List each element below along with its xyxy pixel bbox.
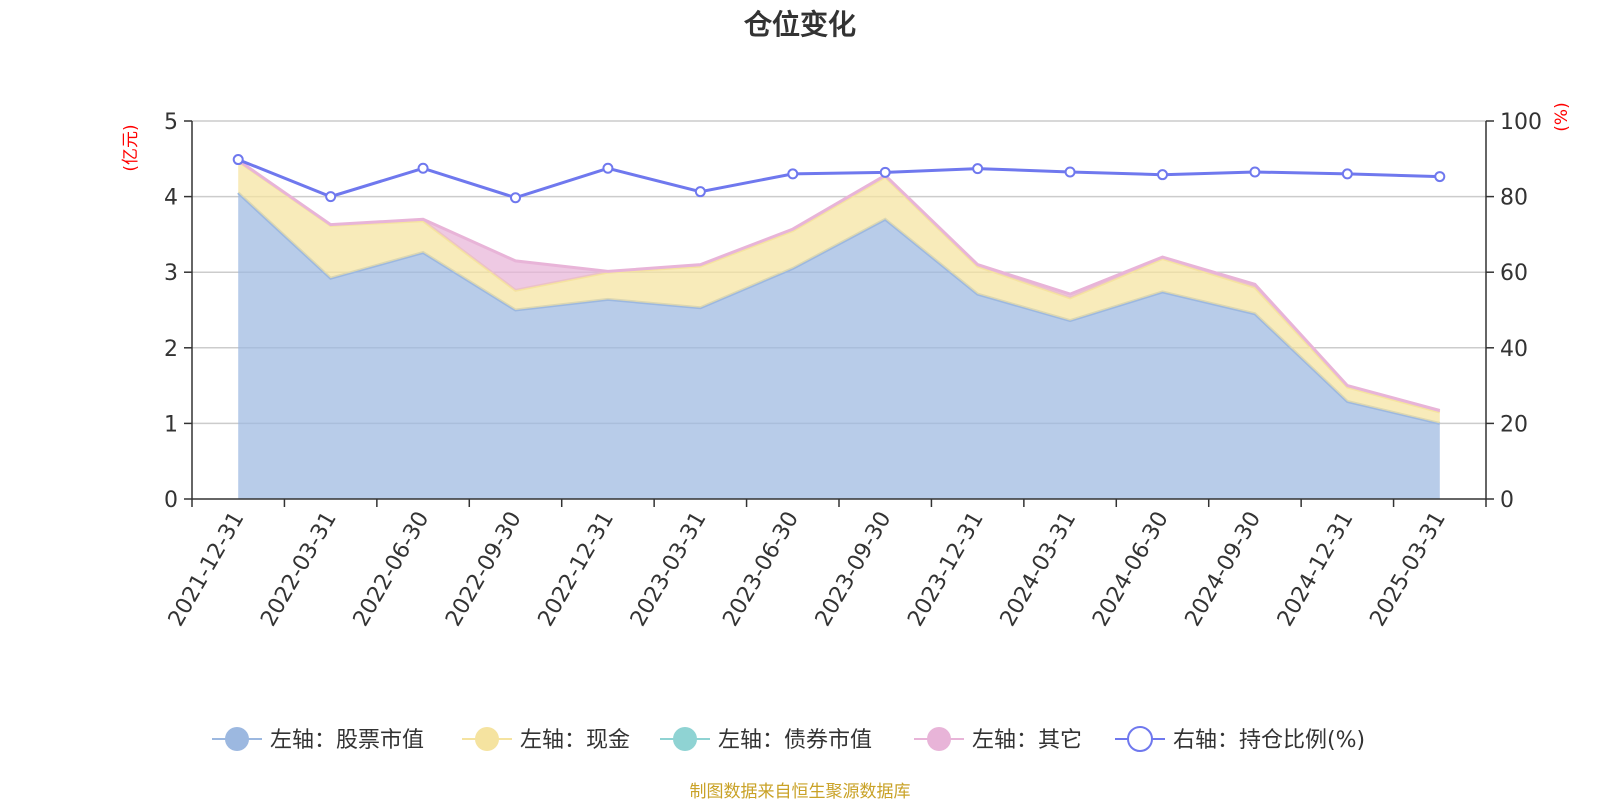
x-axis-tick-label: 2024-06-30: [1088, 508, 1174, 631]
area-9cb8e0: [238, 192, 1440, 500]
right-axis-tick-label: 20: [1500, 412, 1528, 437]
chart-title: 仓位变化: [744, 8, 856, 41]
left-axis-tick-label: 3: [164, 261, 178, 286]
legend-marker: [673, 727, 697, 751]
x-axis-tick-label: 2023-06-30: [718, 508, 804, 631]
holding-ratio-point: [879, 166, 891, 178]
data-source-note: 制图数据来自恒生聚源数据库: [690, 782, 911, 800]
left-axis-tick-label: 5: [164, 110, 178, 135]
legend-item: 右轴：持仓比例(%): [1115, 726, 1365, 753]
legend-marker: [225, 727, 249, 751]
legend-item: 左轴：债券市值: [660, 727, 872, 753]
legend-label: 左轴：现金: [520, 728, 630, 753]
x-axis-tick-label: 2022-03-31: [256, 508, 342, 631]
holding-ratio-point: [602, 162, 614, 174]
left-axis-tick-label: 4: [164, 186, 178, 211]
area-edge-line: [237, 191, 1441, 425]
legend: 左轴：股票市值 左轴：现金 左轴：债券市值 左轴：其它 右轴：持仓比例(%): [212, 726, 1365, 753]
x-axis-tick-label: 2024-12-31: [1273, 508, 1359, 631]
right-axis-unit: (%): [1552, 102, 1572, 131]
right-axis-tick-label: 60: [1500, 261, 1528, 286]
holding-ratio-point: [232, 154, 244, 166]
x-axis-tick-label: 2022-06-30: [349, 508, 435, 631]
holding-ratio-point: [1064, 166, 1076, 178]
right-axis-tick-label: 0: [1500, 488, 1514, 513]
x-axis-tick-label: 2024-03-31: [996, 508, 1082, 631]
area-f5e3a0: [238, 161, 1440, 424]
legend-label: 左轴：其它: [972, 728, 1082, 753]
right-axis-tick-label: 40: [1500, 337, 1528, 362]
holding-ratio-point: [1249, 166, 1261, 178]
legend-item: 左轴：股票市值: [212, 727, 424, 753]
x-axis-tick-label: 2023-09-30: [811, 508, 897, 631]
legend-marker: [1127, 726, 1153, 752]
holding-ratio-point: [1341, 168, 1353, 180]
holding-ratio-point: [1434, 171, 1446, 183]
left-axis-tick-label: 0: [164, 488, 178, 513]
legend-label: 右轴：持仓比例(%): [1173, 728, 1365, 753]
holding-ratio-point: [694, 186, 706, 198]
x-axis-tick-label: 2022-09-30: [441, 508, 527, 631]
x-axis-tick-label: 2023-12-31: [903, 508, 989, 631]
x-axis-tick-label: 2025-03-31: [1365, 508, 1451, 631]
holding-ratio-line: [237, 158, 1440, 200]
legend-item: 左轴：其它: [914, 727, 1082, 753]
legend-label: 左轴：股票市值: [270, 728, 424, 753]
legend-marker: [475, 727, 499, 751]
holding-ratio-point: [510, 192, 521, 204]
left-axis-unit: (亿元): [121, 124, 141, 171]
legend-marker: [927, 727, 951, 751]
left-axis-tick-label: 1: [164, 412, 178, 437]
holding-ratio-point: [972, 163, 984, 175]
legend-label: 左轴：债券市值: [718, 728, 872, 753]
x-axis-tick-label: 2022-12-31: [534, 508, 620, 631]
area-edge-line: [237, 159, 1441, 412]
line-series-layer: [232, 154, 1446, 204]
holding-ratio-point: [1157, 169, 1168, 181]
x-axis-tick-label: 2023-03-31: [626, 508, 712, 631]
holding-ratio-point: [417, 162, 429, 174]
legend-item: 左轴：现金: [462, 727, 630, 753]
holding-ratio-point: [787, 168, 799, 180]
right-axis-tick-label: 100: [1500, 110, 1542, 135]
area-series-layer: [237, 159, 1441, 500]
x-axis-tick-label: 2024-09-30: [1181, 508, 1267, 631]
x-axis-tick-label: 2021-12-31: [164, 508, 250, 631]
left-axis-tick-label: 2: [164, 337, 178, 362]
holding-ratio-point: [325, 191, 337, 203]
right-axis-tick-label: 80: [1500, 186, 1528, 211]
